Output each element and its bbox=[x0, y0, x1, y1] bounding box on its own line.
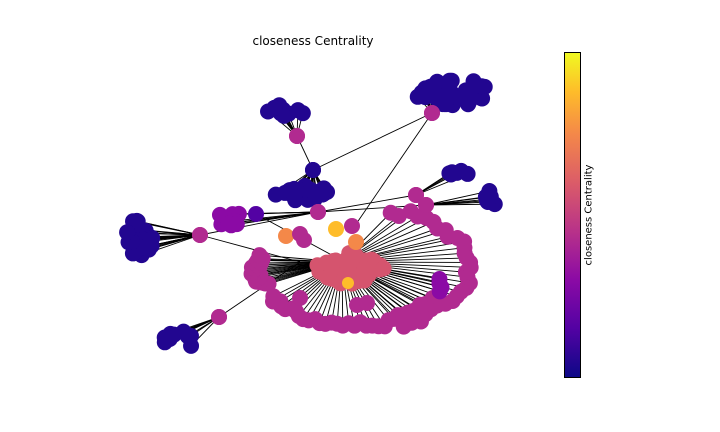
graph-node bbox=[441, 72, 458, 89]
graph-node bbox=[359, 295, 375, 311]
graph-node bbox=[356, 260, 373, 277]
colorbar bbox=[564, 52, 581, 378]
graph-node bbox=[265, 288, 282, 305]
graph-node bbox=[211, 309, 227, 325]
graph-node bbox=[340, 258, 357, 275]
graph-node bbox=[473, 78, 490, 95]
graph-node bbox=[142, 231, 159, 248]
graph-node bbox=[328, 221, 344, 237]
graph-node bbox=[344, 218, 360, 234]
graph-node bbox=[292, 226, 308, 242]
graph-node bbox=[175, 323, 192, 340]
graph-node bbox=[267, 186, 284, 203]
graph-edge bbox=[425, 196, 486, 206]
graph-node bbox=[408, 187, 424, 203]
graph-node bbox=[266, 99, 283, 116]
graph-node bbox=[292, 290, 308, 306]
graph-node bbox=[375, 260, 392, 277]
graph-edge bbox=[312, 112, 433, 171]
colorbar-label: closeness Centrality bbox=[583, 164, 595, 266]
graph-node bbox=[286, 189, 303, 206]
graph-node bbox=[429, 73, 446, 90]
graph-node bbox=[220, 215, 237, 232]
graph-node bbox=[251, 247, 268, 264]
graph-nodes bbox=[119, 72, 503, 354]
graph-node bbox=[453, 162, 470, 179]
graph-node bbox=[481, 183, 498, 200]
graph-node bbox=[431, 283, 448, 300]
graph-node bbox=[418, 197, 434, 213]
graph-edge bbox=[425, 201, 488, 206]
graph-node bbox=[278, 228, 294, 244]
graph-node bbox=[348, 234, 364, 250]
graph-node bbox=[129, 213, 146, 230]
graph-node bbox=[248, 206, 264, 222]
graph-node bbox=[162, 325, 179, 342]
graph-node bbox=[307, 186, 324, 203]
graph-node bbox=[437, 96, 454, 113]
graph-node bbox=[418, 86, 435, 103]
graph-edge bbox=[317, 194, 417, 213]
graph-node bbox=[294, 105, 311, 122]
graph-node bbox=[119, 224, 136, 241]
graph-edge bbox=[351, 112, 433, 231]
chart-title: closeness Centrality bbox=[252, 34, 374, 48]
graph-node bbox=[192, 227, 208, 243]
graph-node bbox=[289, 128, 305, 144]
graph-node bbox=[327, 252, 344, 269]
graph-node bbox=[424, 105, 440, 121]
graph-node bbox=[310, 204, 326, 220]
graph-node bbox=[305, 162, 321, 178]
graph-node bbox=[342, 277, 354, 289]
